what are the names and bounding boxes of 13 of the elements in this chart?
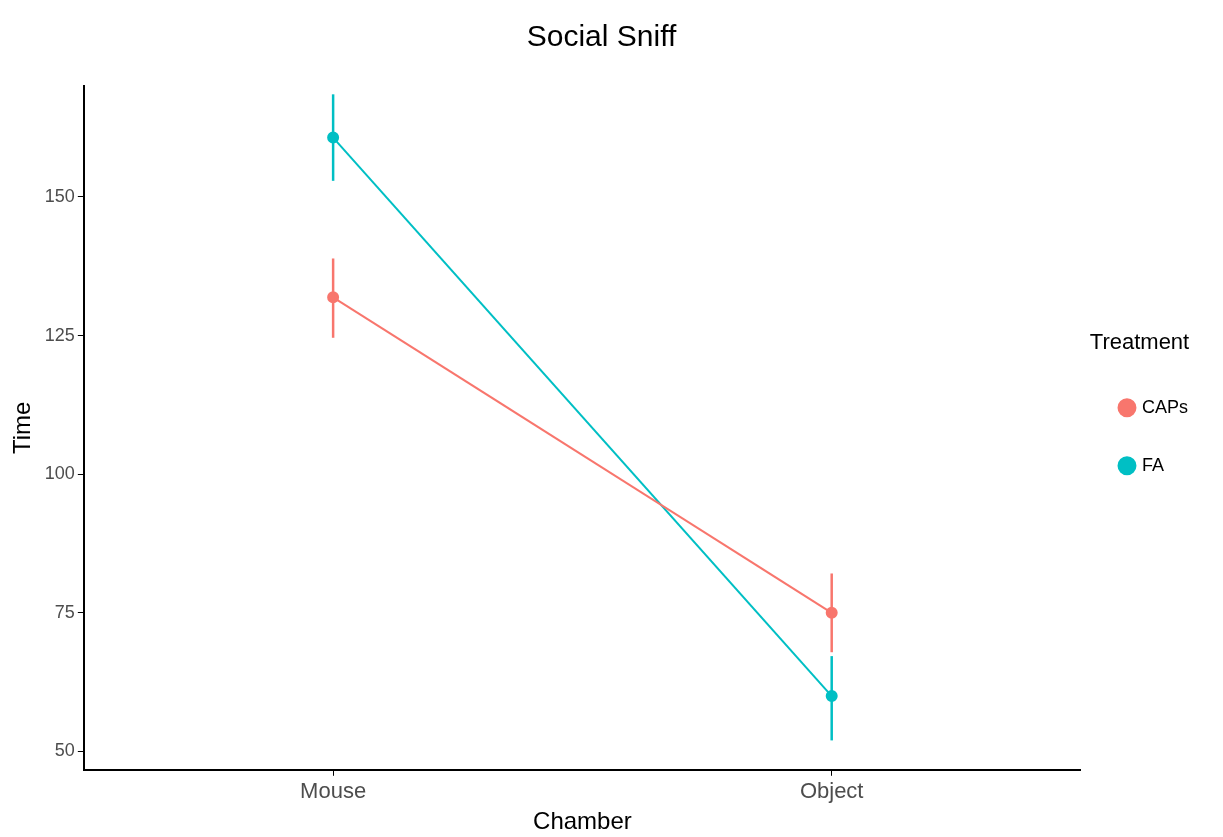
legend-label: FA (1141, 454, 1164, 475)
x-axis-title: Chamber (533, 807, 632, 835)
legend-title: Treatment (1089, 329, 1190, 355)
y-axis-title: Time (8, 401, 36, 455)
x-tick-label: Object (799, 778, 864, 804)
y-tick-label: 150 (44, 185, 75, 206)
chart-title: Social Sniff (526, 19, 677, 53)
y-tick-label: 125 (44, 324, 75, 345)
y-tick-label: 75 (54, 601, 75, 622)
legend-label: CAPs (1141, 396, 1188, 417)
y-tick-label: 100 (44, 463, 75, 484)
y-tick-label: 50 (54, 740, 75, 761)
x-tick-label: Mouse (300, 778, 367, 804)
